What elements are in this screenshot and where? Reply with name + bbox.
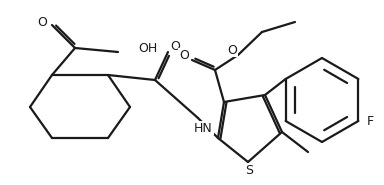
Text: HN: HN	[194, 122, 213, 134]
Text: O: O	[37, 16, 47, 28]
Text: O: O	[170, 40, 180, 53]
Text: F: F	[366, 115, 374, 127]
Text: O: O	[179, 48, 189, 61]
Text: OH: OH	[138, 41, 157, 55]
Text: S: S	[245, 164, 253, 176]
Text: O: O	[227, 43, 237, 56]
